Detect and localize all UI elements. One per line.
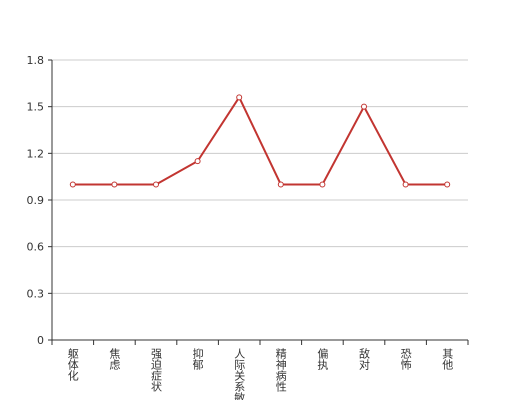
- point: [194, 158, 201, 165]
- point: [153, 181, 159, 188]
- point: [277, 181, 284, 188]
- x-tick-label: 强迫症状: [150, 348, 163, 392]
- y-tick-label: 0.9: [27, 194, 45, 207]
- x-tick-label: 其他: [441, 348, 454, 370]
- point: [111, 181, 118, 188]
- x-tick-label: 精神病性: [274, 348, 287, 393]
- line: [72, 95, 448, 186]
- point: [402, 181, 409, 188]
- x-tick-label: 恐怖: [399, 348, 412, 370]
- point: [69, 181, 76, 188]
- x-tick-label: 躯体化: [66, 348, 79, 382]
- y-tick-label: 1.2: [27, 147, 45, 160]
- x-tick-label: 焦虑: [108, 348, 121, 370]
- x-tick-label: 人际关系敏感: [233, 348, 246, 400]
- point: [236, 94, 243, 101]
- y-tick-label: 0.6: [27, 241, 45, 254]
- point: [361, 103, 367, 110]
- y-tick-label: 1.8: [27, 54, 45, 67]
- y-tick-label: 0.3: [27, 287, 45, 300]
- point: [444, 181, 451, 188]
- x-tick-label: 偏执: [316, 347, 329, 371]
- x-tick-label: 抑郁: [191, 347, 204, 370]
- y-tick-label: 0: [37, 334, 44, 347]
- point: [319, 181, 326, 188]
- x-tick-label: 敌对: [358, 347, 371, 370]
- y-tick-label: 1.5: [27, 101, 45, 114]
